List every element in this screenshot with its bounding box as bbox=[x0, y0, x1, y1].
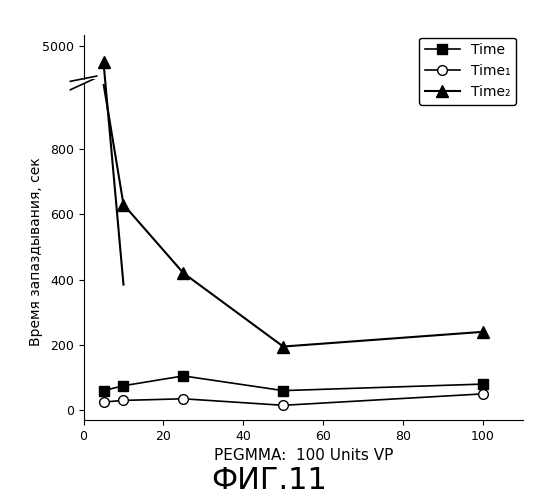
Time₁ bbox=[480, 391, 486, 397]
Time₁ bbox=[180, 396, 186, 402]
Time₁ bbox=[280, 402, 286, 408]
Time bbox=[180, 373, 186, 379]
Time₁ bbox=[120, 398, 127, 404]
Line: Time₁: Time₁ bbox=[99, 389, 488, 410]
Time bbox=[120, 382, 127, 388]
Time₁ bbox=[100, 399, 107, 405]
Time bbox=[100, 388, 107, 394]
Line: Time: Time bbox=[99, 371, 488, 396]
Y-axis label: Время запаздывания, сек: Время запаздывания, сек bbox=[29, 158, 43, 346]
X-axis label: PEGMMA:  100 Units VP: PEGMMA: 100 Units VP bbox=[213, 448, 393, 464]
Legend: Time, Time₁, Time₂: Time, Time₁, Time₂ bbox=[419, 38, 516, 104]
Time bbox=[480, 381, 486, 387]
Time bbox=[280, 388, 286, 394]
Text: ФИГ.11: ФИГ.11 bbox=[212, 466, 327, 495]
